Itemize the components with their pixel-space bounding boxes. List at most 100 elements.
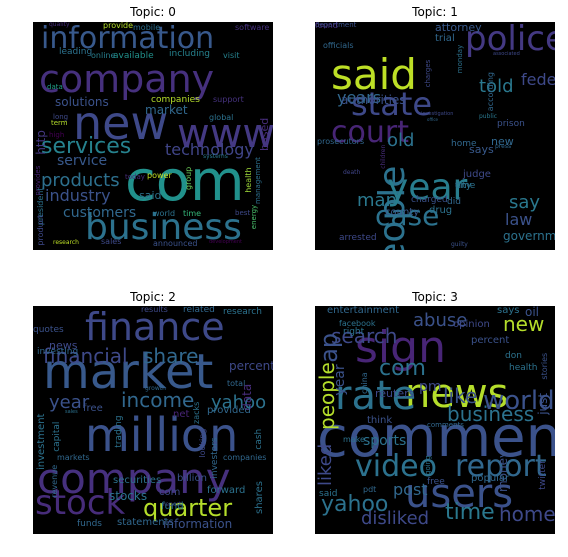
cloud-word-com: com <box>159 487 181 498</box>
cloud-word-popular: popular <box>471 473 510 484</box>
cloud-word-share: share <box>143 344 199 368</box>
cloud-word-market: market <box>145 103 188 117</box>
cloud-word-technology: technology <box>165 140 254 159</box>
cloud-word-business: business <box>447 402 535 426</box>
cloud-word-stocks: stocks <box>109 489 148 503</box>
cloud-word-high: high <box>49 131 65 139</box>
cloud-word-information: information <box>163 517 233 531</box>
cloud-word-old: old <box>387 130 415 151</box>
panel-title-topic-0: Topic: 0 <box>130 5 176 19</box>
cloud-word-provided: provided <box>207 405 251 416</box>
cloud-word-children: children <box>380 144 387 169</box>
cloud-word-leading: leading <box>59 47 93 57</box>
cloud-word-charges: charges <box>424 59 432 88</box>
cloud-word-comments: comments <box>427 421 464 429</box>
cloud-word-financial: financial <box>43 344 128 368</box>
cloud-word-home: home <box>451 139 477 149</box>
cloud-word-software: software <box>235 23 270 32</box>
cloud-word-investing: investing <box>37 347 79 357</box>
cloud-word-charged: charged <box>411 195 448 205</box>
cloud-word-related: related <box>183 306 215 315</box>
panel-title-topic-2: Topic: 2 <box>130 290 176 304</box>
cloud-word-judge: judge <box>463 169 491 180</box>
cloud-word-man: man <box>357 190 397 211</box>
cloud-word-industry: industry <box>45 186 111 205</box>
cloud-word-found: found <box>315 22 338 30</box>
cloud-word-www: www <box>177 111 273 157</box>
cloud-word-report: report <box>455 449 547 484</box>
cloud-word-years: years <box>337 88 382 107</box>
cloud-word-information: information <box>41 22 215 56</box>
cloud-word-monday: monday <box>456 44 464 74</box>
cloud-word-right: right <box>343 327 365 337</box>
cloud-word-china: china <box>360 372 369 394</box>
cloud-word-group: group <box>184 166 193 190</box>
cloud-word-say: say <box>509 192 541 213</box>
cloud-word-service: service <box>57 153 108 169</box>
cloud-word-quality: quality <box>49 22 70 28</box>
cloud-word-shares: shares <box>254 481 265 514</box>
cloud-word-com: com <box>125 149 245 214</box>
cloud-word-data: data <box>47 83 63 91</box>
cloud-word-health: health <box>509 363 538 373</box>
cloud-word-visit: visit <box>223 51 240 60</box>
cloud-word-provides: provides <box>34 165 42 196</box>
cloud-word-arrested: arrested <box>339 233 377 243</box>
cloud-word-post: post <box>393 480 428 499</box>
cloud-word-drug: drug <box>429 205 453 216</box>
cloud-word-sales: sales <box>65 409 78 415</box>
cloud-word-investment: investment <box>36 413 47 470</box>
cloud-word-new: new <box>491 135 514 148</box>
cloud-word-like: like <box>443 384 478 408</box>
cloud-word-reuters: reuters <box>375 387 415 400</box>
cloud-word-systems: systems <box>203 153 228 160</box>
cloud-word-going: going <box>424 455 432 475</box>
cloud-word-opinion: opinion <box>453 319 490 330</box>
cloud-word-world: world <box>483 386 555 416</box>
cloud-word-attorney: attorney <box>435 22 482 34</box>
cloud-word-said: said <box>319 489 338 499</box>
cloud-word-management: management <box>254 157 262 204</box>
cloud-word-energy: energy <box>250 204 258 230</box>
cloud-word-development: development <box>209 239 242 245</box>
cloud-word-net: net <box>173 409 190 420</box>
cloud-word-sports: sports <box>363 433 407 449</box>
cloud-word-company: company <box>37 454 231 503</box>
cloud-word-revenue: revenue <box>50 464 59 498</box>
cloud-word-abuse: abuse <box>413 310 468 331</box>
cloud-word-companies: companies <box>151 95 200 105</box>
cloud-word-pdt: pdt <box>363 485 377 494</box>
cloud-word-sales: sales <box>101 237 122 246</box>
cloud-word-told: told <box>479 76 514 97</box>
cloud-word-percent: percent <box>471 335 510 346</box>
cloud-word-search: search <box>331 324 398 348</box>
cloud-word-oil: oil <box>525 306 540 319</box>
cloud-word-yahoo: yahoo <box>211 392 267 413</box>
cloud-word-statements: statements <box>117 517 174 528</box>
cloud-word-zacks: zacks <box>192 401 201 424</box>
cloud-word-billion: billion <box>177 473 207 484</box>
cloud-word-quotes: quotes <box>33 325 64 335</box>
cloud-word-did: did <box>447 197 461 207</box>
cloud-word-time: time <box>183 209 202 218</box>
cloud-word-county: county <box>385 207 420 218</box>
cloud-word-entertainment: entertainment <box>327 306 399 316</box>
cloud-word-state: state <box>351 85 433 123</box>
cloud-word-term: term <box>51 119 68 127</box>
cloud-word-said: said <box>139 189 162 202</box>
cloud-word-department: department <box>315 22 357 29</box>
cloud-word-million: million <box>85 408 239 462</box>
cloud-word-products: products <box>41 170 120 191</box>
cloud-word-case: case <box>375 199 440 232</box>
cloud-word-support: support <box>213 95 244 104</box>
cloud-word-time: time <box>445 500 495 525</box>
cloud-word-markets: markets <box>57 453 90 462</box>
cloud-word-free: free <box>83 403 103 414</box>
cloud-word-best: best <box>235 209 251 217</box>
cloud-word-city: city <box>455 181 472 191</box>
cloud-word-com: com <box>379 356 426 381</box>
cloud-word-year: year <box>49 392 90 413</box>
cloud-word-provide: provide <box>103 22 134 30</box>
cloud-word-facebook: facebook <box>339 319 376 328</box>
